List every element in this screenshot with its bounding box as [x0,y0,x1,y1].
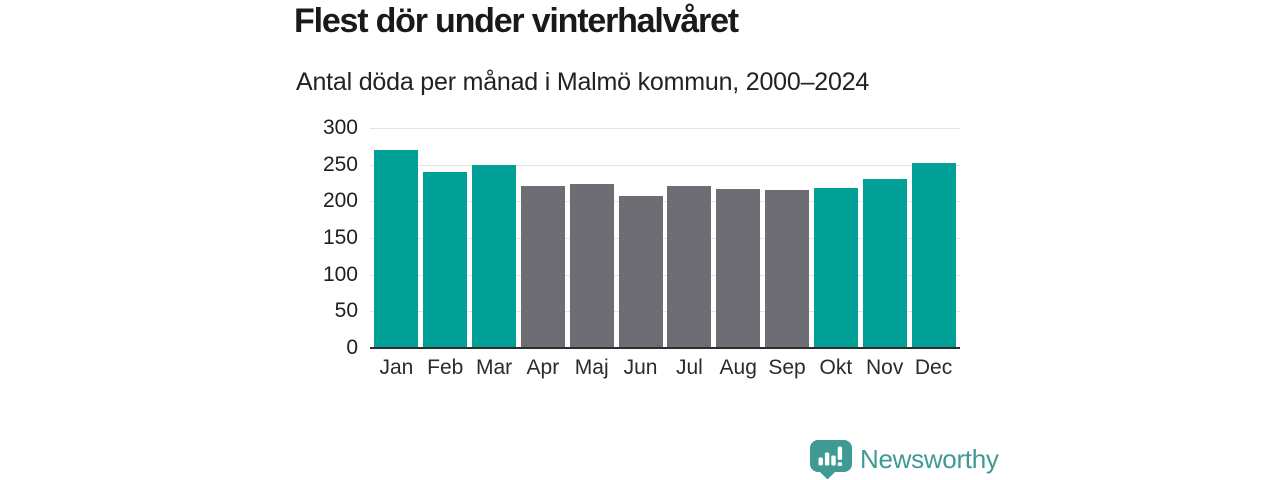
bar-cell-nov [860,128,909,348]
x-tick-label-feb: Feb [427,356,464,379]
chart-subtitle: Antal döda per månad i Malmö kommun, 200… [296,68,870,96]
x-tick-label-sep: Sep [768,356,806,379]
x-tick-label-jul: Jul [675,356,703,379]
x-tick-label-jun: Jun [623,356,658,379]
brand-name: Newsworthy [860,443,999,474]
y-tick-label-250: 250 [322,152,358,176]
bar-sep [765,189,810,348]
bar-jul [667,185,712,348]
bar-apr [520,185,565,348]
bar-cell-jan [372,128,421,348]
bar-feb [423,172,468,348]
bar-cell-feb [421,128,470,348]
y-tick-label-200: 200 [322,189,358,213]
x-tick-label-maj: Maj [574,356,609,379]
x-tick-label-dec: Dec [914,356,953,379]
newsworthy-chart-bubble-icon [810,440,852,479]
bar-series [370,128,960,348]
newsworthy-logo: Newsworthy [808,440,999,479]
gridline-200 [370,201,960,203]
bar-cell-maj [567,128,616,348]
x-tick-label-aug: Aug [719,356,757,379]
bar-nov [862,178,907,348]
bar-chart-plot-area [370,128,960,349]
gridline-250 [370,164,960,166]
x-axis-line [370,347,960,349]
bar-cell-jul [665,128,714,348]
y-tick-label-0: 0 [346,336,358,359]
x-tick-label-jan: Jan [379,356,414,379]
bar-cell-apr [518,128,567,348]
bar-cell-okt [811,128,860,348]
bar-mar [472,164,517,348]
bar-cell-dec [909,128,958,348]
y-tick-label-300: 300 [322,116,358,139]
bar-okt [813,188,858,348]
gridline-300 [370,128,960,129]
gridline-100 [370,274,960,276]
y-tick-label-100: 100 [322,262,358,286]
chart-title: Flest dör under vinterhalvåret [294,2,739,40]
x-axis: Jan Feb Mar Apr Maj Jun Jul Aug Sep Okt Nov Dec [370,356,960,386]
bar-jun [618,196,663,348]
x-tick-label-apr: Apr [526,356,560,379]
y-tick-label-150: 150 [322,226,358,249]
x-tick-label-mar: Mar [475,356,513,379]
bar-cell-sep [763,128,812,348]
x-tick-label-okt: Okt [819,356,853,379]
bar-jan [374,150,419,348]
y-tick-label-50: 50 [334,299,358,323]
bar-aug [716,188,761,348]
y-axis: 0 50 100 150 200 250 300 [296,116,358,359]
gridline-150 [370,238,960,239]
bar-cell-mar [470,128,519,348]
bar-dec [911,163,956,348]
x-tick-label-nov: Nov [866,356,904,379]
bar-cell-aug [714,128,763,348]
gridline-50 [370,311,960,313]
bar-maj [569,183,614,348]
bar-cell-jun [616,128,665,348]
